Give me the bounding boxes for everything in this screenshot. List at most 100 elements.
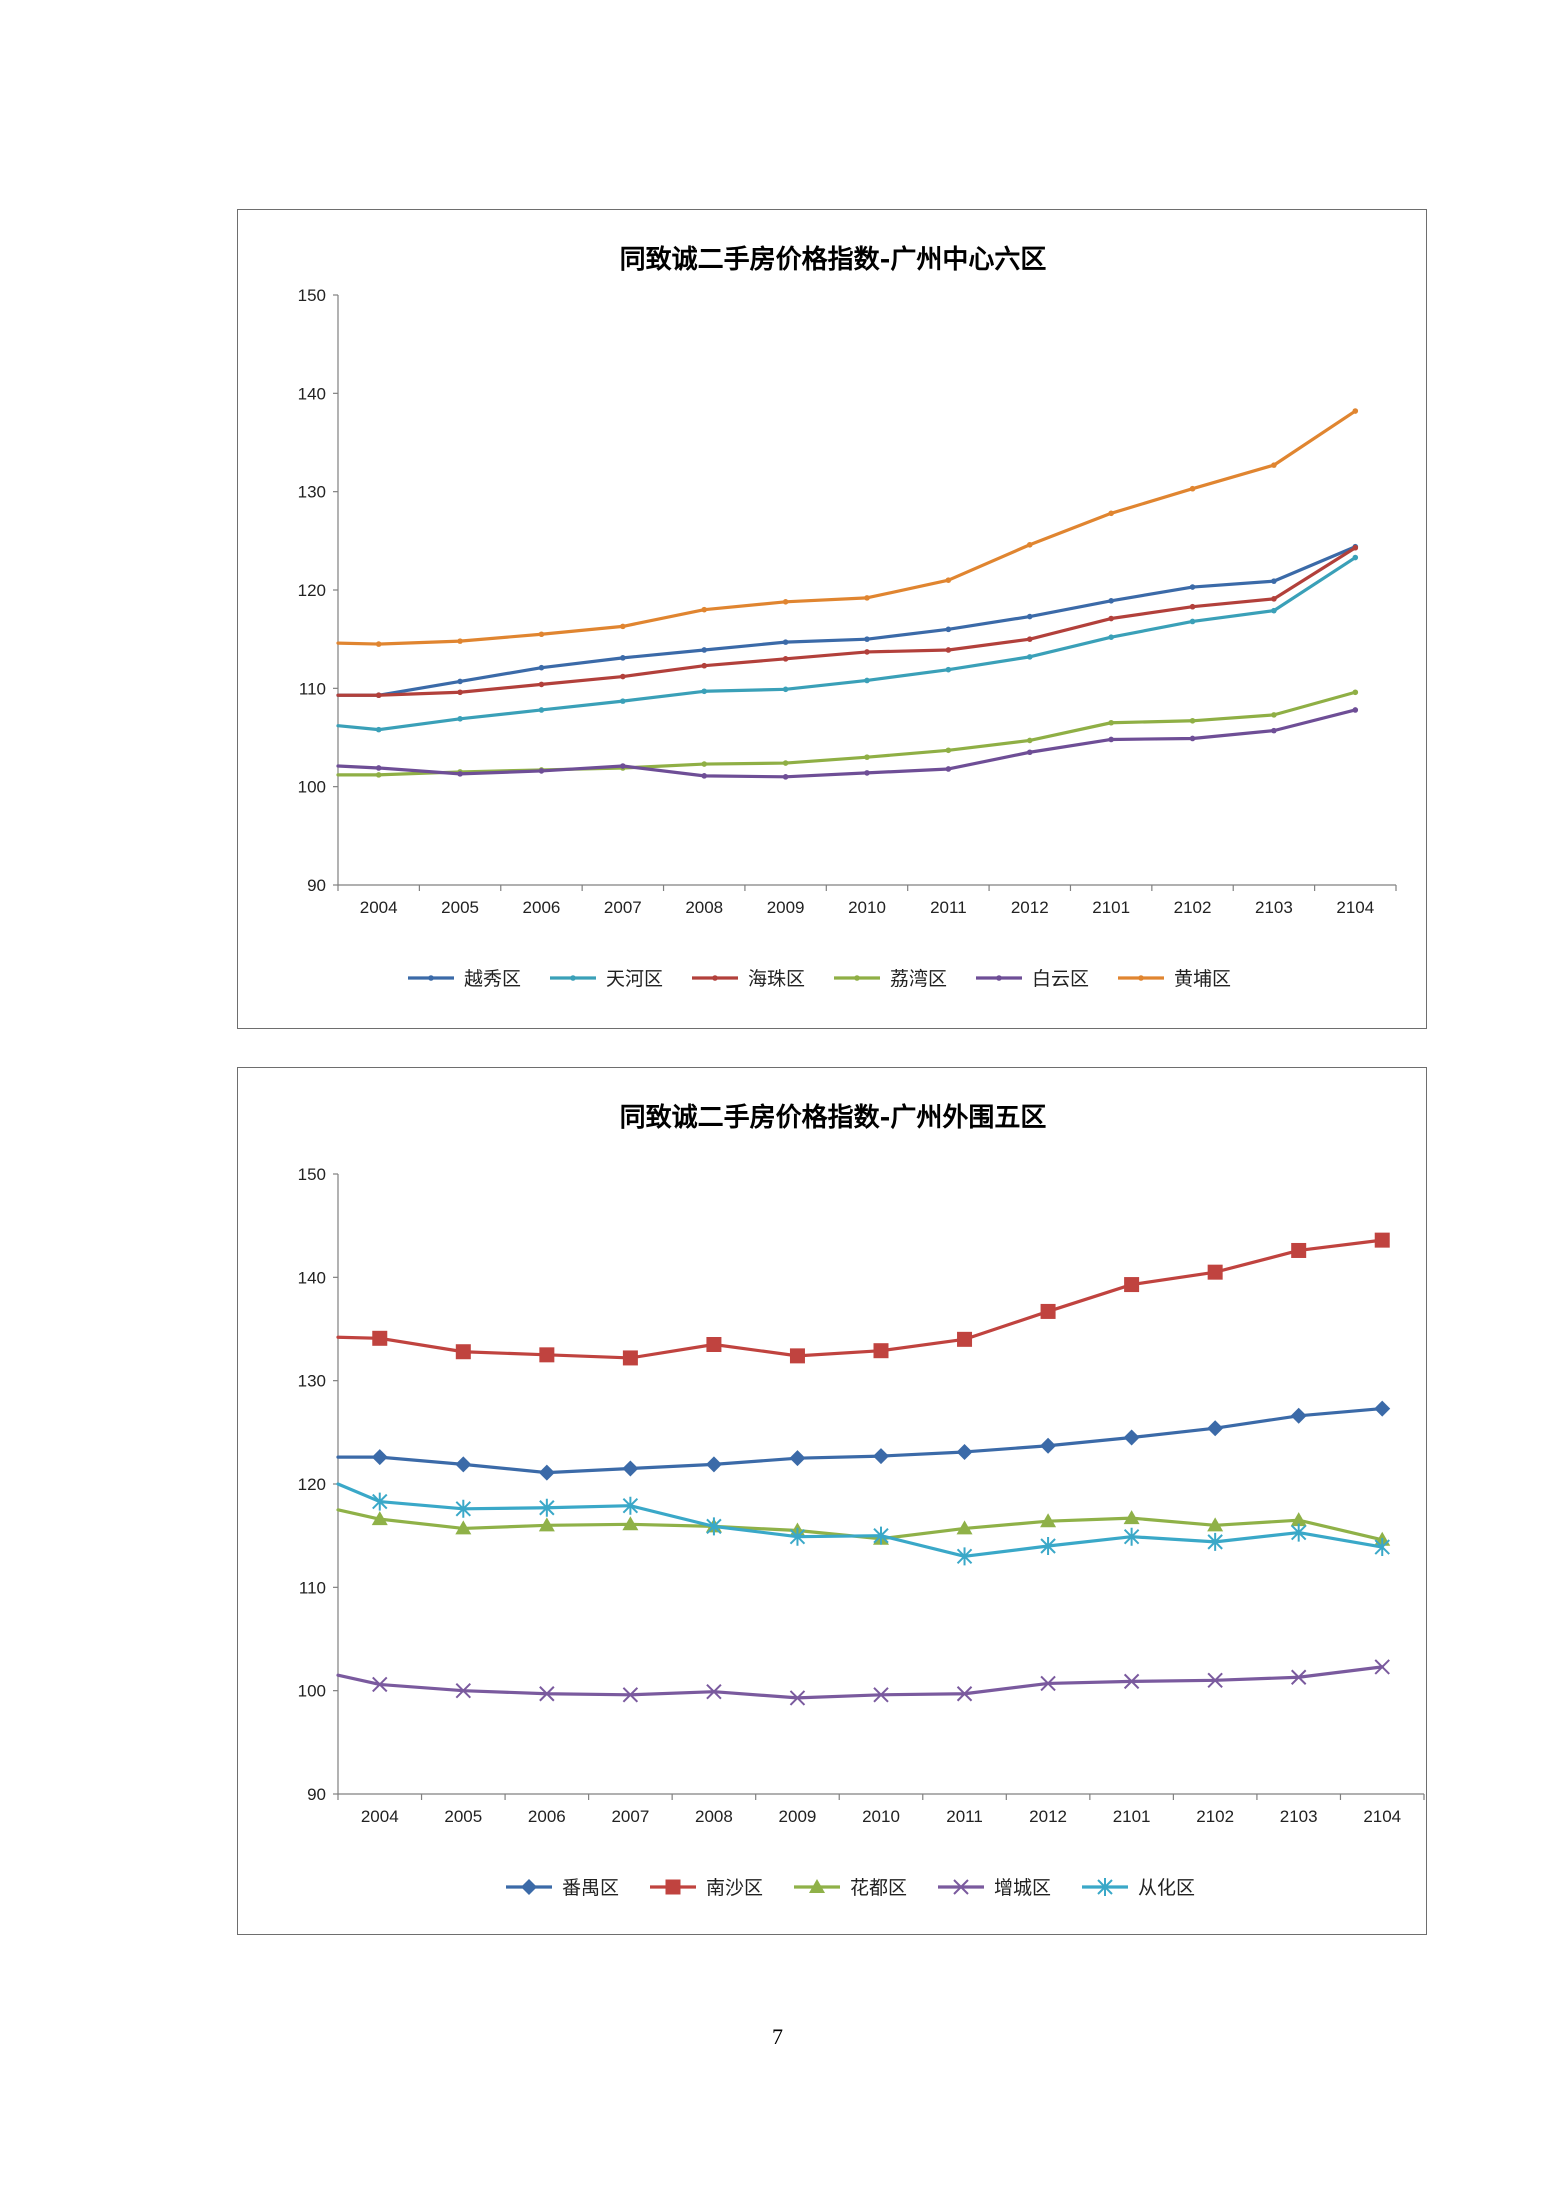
data-point (375, 765, 382, 771)
data-point (782, 686, 789, 693)
legend-label: 增城区 (994, 1877, 1051, 1899)
legend-marker (996, 975, 1002, 981)
legend-label: 从化区 (1138, 1877, 1195, 1899)
series-line (336, 555, 1357, 732)
legend-label: 荔湾区 (890, 968, 947, 990)
legend-item: 南沙区 (650, 1877, 763, 1899)
data-point (956, 1443, 973, 1460)
legend-item: 番禺区 (506, 1877, 619, 1899)
data-point (538, 1517, 555, 1532)
data-point (945, 577, 952, 583)
x-tick-label: 2004 (360, 898, 398, 917)
data-point (375, 772, 382, 778)
data-point (864, 595, 870, 601)
data-point (1352, 689, 1359, 696)
x-tick-label: 2010 (848, 898, 886, 917)
data-point (455, 1682, 472, 1699)
data-point (1290, 1669, 1307, 1685)
legend-item: 从化区 (1082, 1877, 1195, 1899)
data-point (538, 1464, 555, 1481)
data-point (1374, 1400, 1391, 1417)
x-tick-label: 2011 (930, 898, 967, 917)
data-point (372, 1676, 388, 1693)
legend-marker (665, 1879, 681, 1895)
series-line (336, 708, 1357, 779)
data-point (620, 763, 626, 769)
legend-item: 荔湾区 (834, 968, 947, 990)
data-point (1026, 749, 1033, 756)
data-point (1040, 1303, 1056, 1319)
data-point (864, 649, 870, 655)
data-point (1123, 1510, 1140, 1525)
data-point (706, 1517, 722, 1536)
data-point (1271, 578, 1277, 584)
x-tick-label: 2103 (1280, 1807, 1318, 1826)
data-point (1207, 1532, 1223, 1551)
data-point (1189, 584, 1196, 590)
x-tick-label: 2010 (862, 1807, 900, 1826)
data-point (1290, 1523, 1307, 1542)
data-point (1123, 1429, 1140, 1446)
data-point (457, 716, 463, 722)
series-line (336, 409, 1357, 646)
data-point (1124, 1277, 1140, 1293)
data-point (1374, 1232, 1390, 1248)
y-tick-label: 120 (298, 1475, 326, 1494)
data-point (956, 1547, 973, 1566)
data-point (782, 599, 789, 605)
data-point (1352, 554, 1359, 561)
y-tick-label: 130 (298, 1372, 326, 1391)
series-line (336, 546, 1357, 697)
x-tick-label: 2005 (444, 1807, 482, 1826)
legend-item: 天河区 (550, 968, 663, 990)
data-point (701, 606, 708, 613)
legend-marker (712, 975, 718, 981)
series-line (336, 1665, 1384, 1700)
data-point (620, 623, 626, 630)
y-tick-label: 130 (298, 483, 326, 502)
data-point (701, 662, 708, 669)
data-point (864, 677, 870, 684)
data-point (1123, 1673, 1140, 1690)
data-point (538, 664, 545, 671)
data-point (371, 1449, 388, 1466)
legend-marker (953, 1879, 969, 1895)
x-tick-label: 2006 (523, 898, 561, 917)
data-point (539, 1686, 555, 1702)
y-tick-label: 100 (298, 778, 326, 797)
data-point (701, 688, 708, 695)
data-point (1040, 1537, 1056, 1555)
data-point (956, 1520, 973, 1535)
data-point (1271, 462, 1277, 468)
x-tick-label: 2012 (1029, 1807, 1067, 1826)
data-point (1026, 636, 1033, 642)
legend-marker (521, 1879, 537, 1895)
x-tick-label: 2009 (767, 898, 805, 917)
data-point (945, 626, 952, 633)
series-3 (336, 544, 1359, 699)
x-tick-label: 2006 (528, 1807, 566, 1826)
data-point (782, 760, 789, 766)
data-point (873, 1448, 889, 1465)
data-point (706, 1683, 722, 1700)
data-point (457, 678, 463, 685)
data-point (539, 1498, 555, 1517)
data-point (1108, 615, 1114, 622)
data-point (789, 1450, 806, 1467)
data-point (873, 1687, 889, 1703)
data-point (455, 1520, 472, 1535)
data-point (1189, 603, 1196, 610)
data-point (956, 1686, 973, 1702)
series-2 (336, 1232, 1390, 1366)
legend-item: 增城区 (938, 1877, 1051, 1899)
series-2 (336, 554, 1359, 733)
data-point (1207, 1420, 1224, 1437)
y-tick-label: 90 (307, 1785, 326, 1804)
y-tick-label: 140 (298, 384, 326, 403)
y-tick-label: 110 (299, 679, 326, 698)
x-tick-label: 2102 (1174, 898, 1212, 917)
data-point (538, 681, 545, 688)
legend-item: 黄埔区 (1118, 968, 1231, 990)
data-point (538, 768, 545, 774)
series-1 (336, 1400, 1391, 1481)
